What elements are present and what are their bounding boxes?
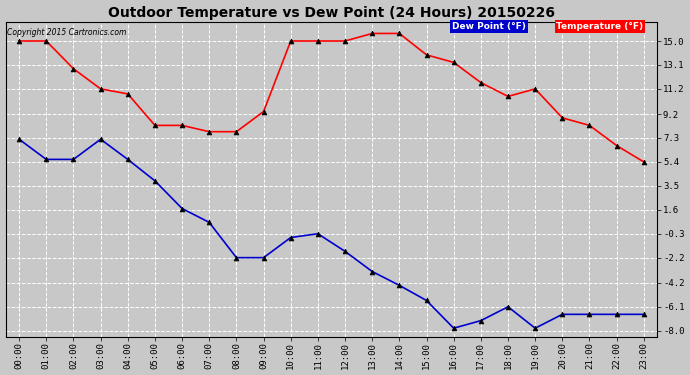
Text: Copyright 2015 Cartronics.com: Copyright 2015 Cartronics.com <box>7 28 126 38</box>
Text: Dew Point (°F): Dew Point (°F) <box>452 22 526 31</box>
Title: Outdoor Temperature vs Dew Point (24 Hours) 20150226: Outdoor Temperature vs Dew Point (24 Hou… <box>108 6 555 20</box>
Text: Temperature (°F): Temperature (°F) <box>556 22 644 31</box>
